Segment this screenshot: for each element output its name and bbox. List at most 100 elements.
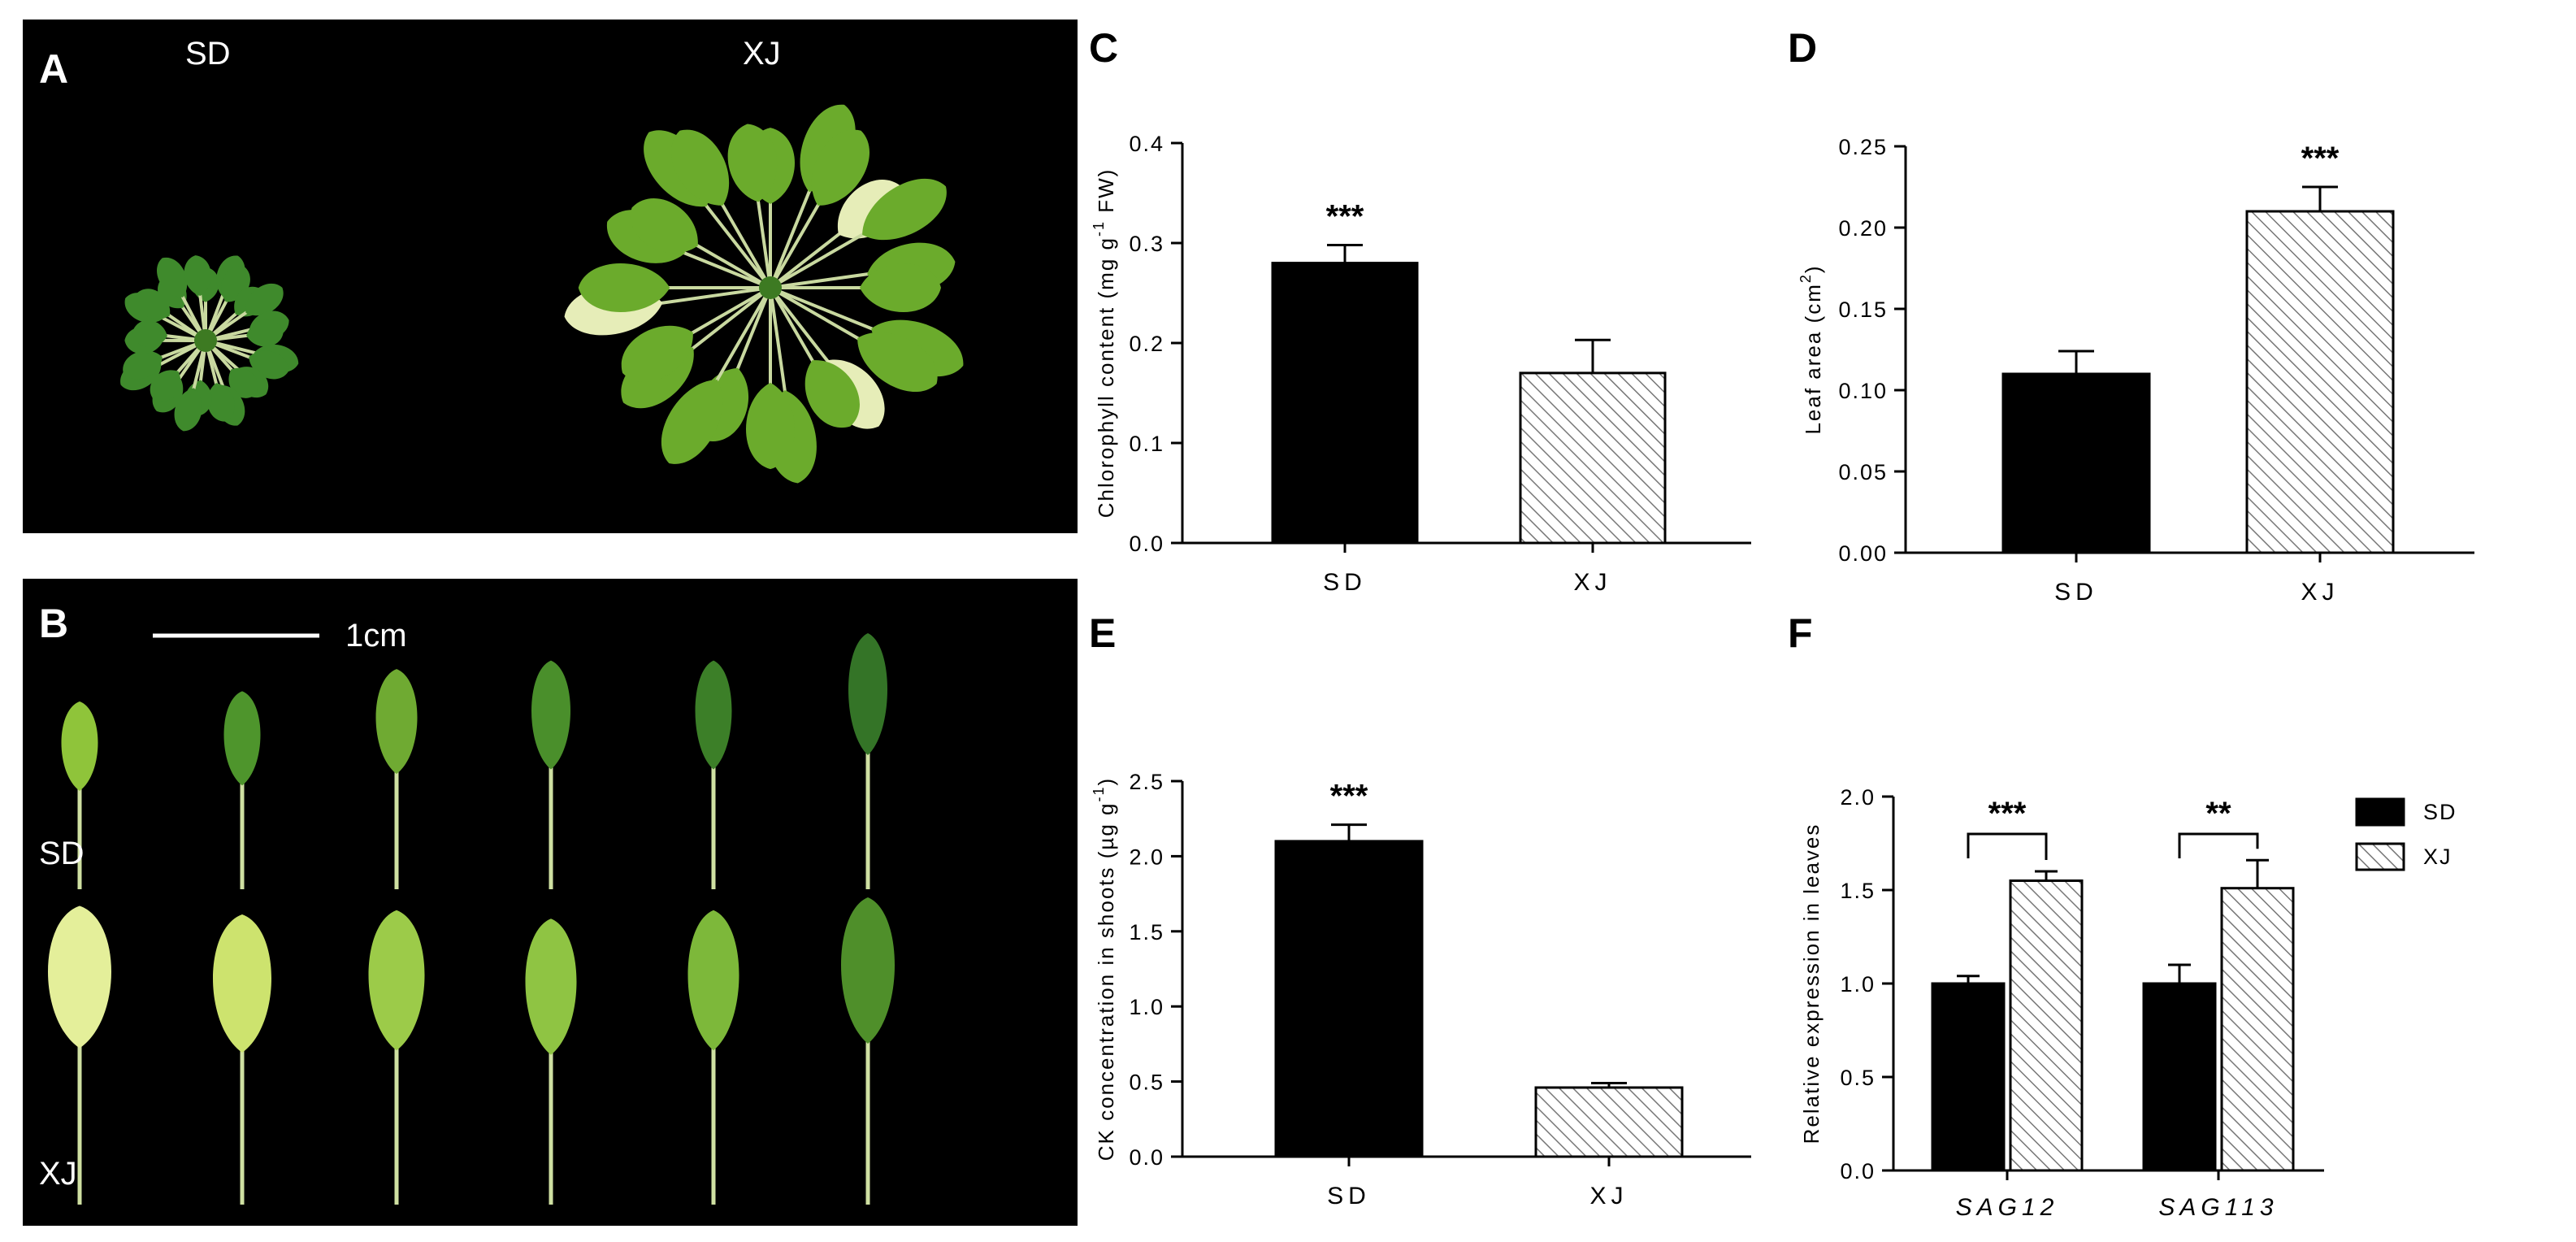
y-axis-label: CK concentration in shoots (µg g-1) bbox=[1091, 777, 1118, 1161]
chart-e: 0.0 0.5 1.0 1.5 2.0 2.5 CK concentration in sh… bbox=[1091, 770, 1751, 1209]
y-tick-label: 0.0 bbox=[1129, 532, 1164, 556]
photo-label-xj: XJ bbox=[743, 36, 781, 72]
rosette-illustration bbox=[120, 104, 964, 484]
y-tick-label: 0.1 bbox=[1129, 432, 1164, 456]
rosette-leaf bbox=[769, 180, 904, 289]
significance-label: *** bbox=[1330, 779, 1368, 814]
chart-d: 0.00 0.05 0.10 0.15 0.20 0.25 Leaf area (cm2) S… bbox=[1798, 135, 2474, 606]
panel-letter-a: A bbox=[39, 46, 69, 92]
rosette-leaf bbox=[770, 178, 947, 289]
rosette-leaf bbox=[630, 198, 771, 289]
rosette-leaf bbox=[770, 286, 938, 393]
legend-swatch bbox=[2355, 842, 2405, 871]
y-tick-label: 2.0 bbox=[1840, 785, 1876, 810]
y-tick-label: 0.00 bbox=[1838, 541, 1888, 566]
y-tick-label: 0.10 bbox=[1838, 379, 1888, 403]
y-tick-label: 1.5 bbox=[1840, 879, 1876, 903]
x-tick-label: SD bbox=[1323, 569, 1367, 596]
bar bbox=[1274, 840, 1424, 1158]
y-tick-label: 2.5 bbox=[1129, 770, 1164, 794]
chart-f: 0.0 0.5 1.0 1.5 2.0 Relative expression in le… bbox=[1799, 785, 2457, 1221]
rosette-center bbox=[759, 276, 782, 299]
leaf-sample bbox=[213, 914, 271, 1205]
rosette-center bbox=[194, 329, 217, 352]
leaves-photo bbox=[23, 579, 1078, 1226]
x-tick-label: XJ bbox=[1573, 569, 1611, 596]
legend-label: XJ bbox=[2423, 845, 2452, 869]
chart-c: 0.0 0.1 0.2 0.3 0.4 Chlorophyll content (mg g… bbox=[1091, 132, 1751, 596]
panel-letter-e: E bbox=[1089, 610, 1117, 656]
significance-label: *** bbox=[1988, 796, 2027, 832]
leaf-sample bbox=[531, 660, 570, 889]
bar bbox=[2220, 887, 2295, 1172]
x-tick-label: XJ bbox=[1589, 1183, 1628, 1209]
rosette-leaf bbox=[769, 287, 860, 428]
legend-swatch bbox=[2355, 797, 2405, 827]
significance-label: *** bbox=[2301, 141, 2340, 176]
rosette-leaf bbox=[770, 263, 941, 312]
y-tick-label: 0.5 bbox=[1129, 1070, 1164, 1095]
rosette-leaf bbox=[578, 263, 770, 312]
y-tick-label: 0.5 bbox=[1840, 1066, 1876, 1090]
rosette-photo bbox=[23, 20, 1078, 533]
x-tick-label: SD bbox=[1327, 1183, 1371, 1209]
leaf-row-label-sd: SD bbox=[39, 836, 85, 871]
leaf-sample bbox=[48, 905, 111, 1205]
rosette-leaf bbox=[746, 288, 795, 470]
rosette-leaf bbox=[769, 129, 870, 289]
y-axis-label: Chlorophyll content (mg g-1 FW) bbox=[1091, 168, 1118, 519]
y-tick-label: 0.15 bbox=[1838, 297, 1888, 322]
y-tick-label: 0.0 bbox=[1840, 1159, 1876, 1183]
x-tick-label: SD bbox=[2054, 579, 2098, 606]
leaf-sample bbox=[375, 669, 418, 889]
y-tick-label: 0.25 bbox=[1838, 135, 1888, 159]
y-tick-label: 1.0 bbox=[1129, 995, 1164, 1019]
leaf-sample bbox=[687, 910, 739, 1205]
x-tick-label: SAG113 bbox=[2158, 1194, 2278, 1221]
rosette-leaf bbox=[621, 286, 771, 382]
significance-label: ** bbox=[2205, 796, 2231, 832]
leaf-sample bbox=[695, 660, 732, 889]
bar bbox=[2245, 210, 2395, 554]
scale-bar-label: 1cm bbox=[345, 618, 407, 654]
leaf-row-label-xj: XJ bbox=[39, 1156, 77, 1192]
rosette-leaf bbox=[727, 124, 778, 289]
leaves-illustration bbox=[48, 633, 895, 1205]
x-tick-label: XJ bbox=[2301, 579, 2339, 606]
panel-letter-d: D bbox=[1788, 25, 1818, 71]
legend-label: SD bbox=[2423, 800, 2457, 824]
bar bbox=[1519, 371, 1667, 545]
leaf-sample bbox=[61, 701, 98, 889]
significance-label: *** bbox=[1326, 198, 1364, 234]
rosette-leaf bbox=[671, 129, 772, 289]
rosette-leaf bbox=[661, 287, 772, 464]
panel-letter-b: B bbox=[39, 601, 69, 646]
y-axis-label: Relative expression in leaves bbox=[1799, 823, 1824, 1144]
significance-bracket bbox=[1967, 832, 2048, 860]
y-tick-label: 1.5 bbox=[1129, 920, 1164, 945]
y-axis-label: Leaf area (cm2) bbox=[1798, 264, 1825, 434]
leaf-sample bbox=[525, 918, 577, 1205]
y-tick-label: 0.4 bbox=[1129, 132, 1164, 156]
y-tick-label: 1.0 bbox=[1840, 972, 1876, 997]
panel-letter-f: F bbox=[1788, 610, 1813, 656]
y-tick-label: 2.0 bbox=[1129, 845, 1164, 869]
y-tick-label: 0.3 bbox=[1129, 232, 1164, 256]
leaf-sample bbox=[848, 633, 887, 889]
leaf-sample bbox=[841, 897, 895, 1205]
y-tick-label: 0.05 bbox=[1838, 460, 1888, 484]
bar bbox=[2009, 879, 2084, 1172]
bar bbox=[1534, 1086, 1684, 1158]
bar bbox=[2001, 372, 2151, 554]
leaf-sample bbox=[368, 910, 425, 1205]
bar bbox=[1931, 982, 2006, 1172]
leaf-sample bbox=[223, 691, 261, 889]
x-tick-label: SAG12 bbox=[1956, 1194, 2059, 1221]
significance-bracket bbox=[2178, 832, 2259, 858]
y-tick-label: 0.20 bbox=[1838, 216, 1888, 241]
panel-letter-c: C bbox=[1089, 25, 1119, 71]
bar bbox=[2142, 982, 2217, 1172]
y-tick-label: 0.0 bbox=[1129, 1145, 1164, 1170]
bar bbox=[1271, 262, 1419, 545]
y-tick-label: 0.2 bbox=[1129, 332, 1164, 356]
